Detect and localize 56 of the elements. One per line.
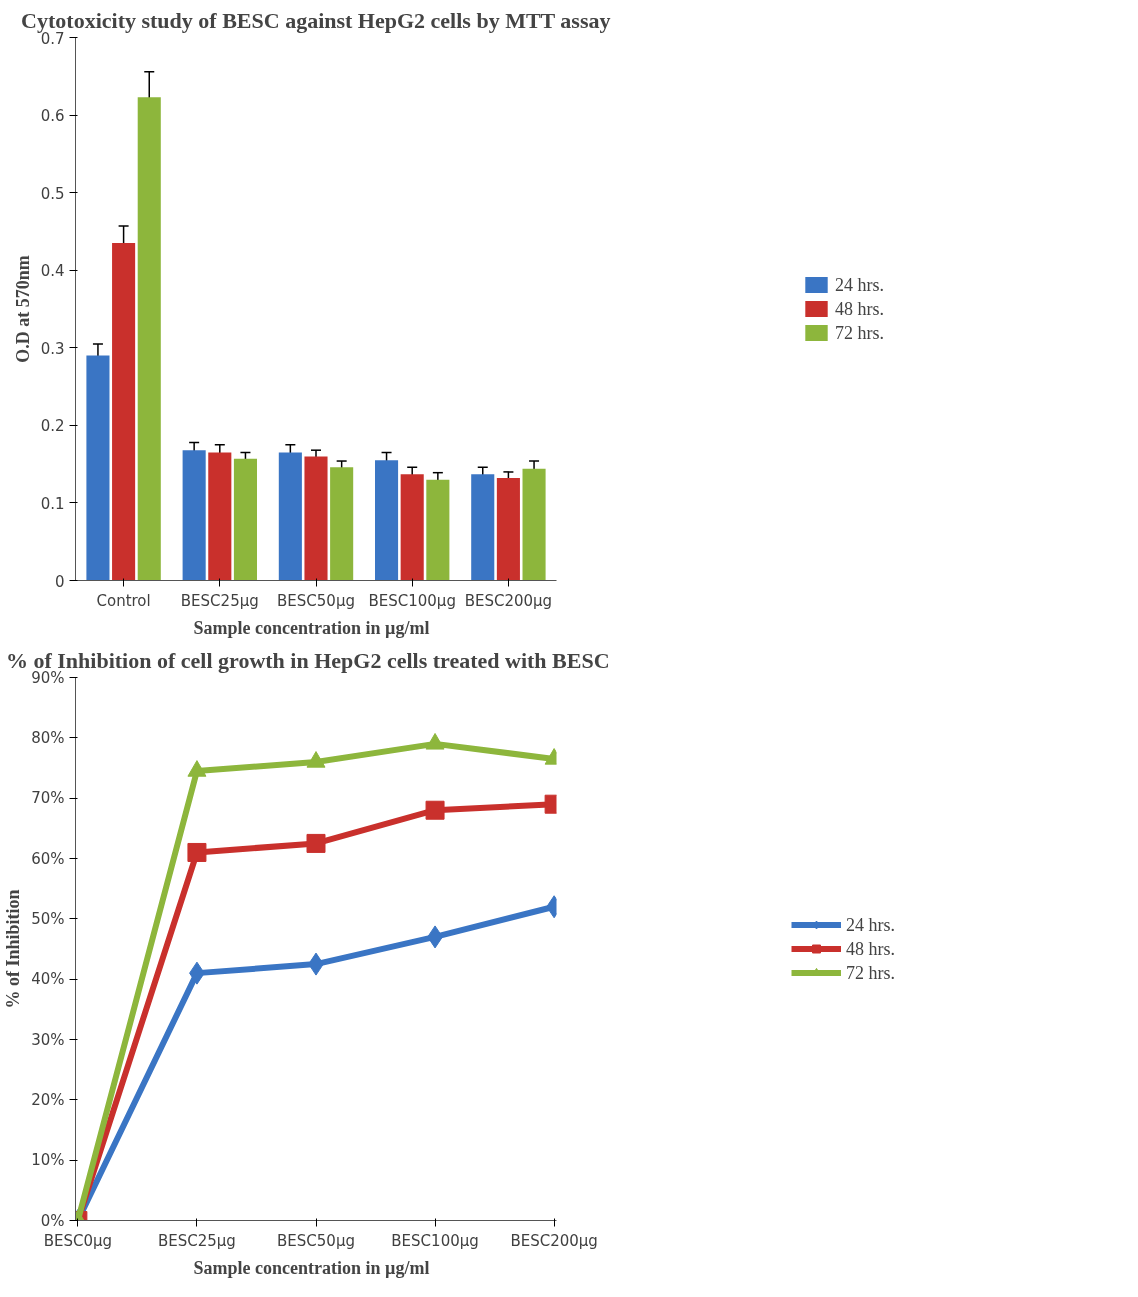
y-tick-label: 60% — [31, 849, 65, 868]
bar — [86, 355, 110, 581]
point — [425, 800, 445, 820]
x-tick-label: BESC100µg — [368, 591, 456, 610]
point — [306, 833, 326, 853]
y-tick-label: 0.3 — [40, 339, 65, 358]
legend-label: 24 hrs. — [835, 274, 884, 295]
x-tick-label: BESC200µg — [464, 591, 553, 610]
legend-label: 24 hrs. — [846, 914, 895, 935]
y-tick-label: 80% — [31, 728, 65, 747]
legend-label: 48 hrs. — [835, 298, 884, 319]
y-tick-label: 0% — [40, 1211, 65, 1230]
y-axis-title: % of Inhibition — [3, 889, 24, 1009]
x-tick-label: BESC0µg — [43, 1231, 113, 1250]
bar — [233, 458, 257, 581]
x-axis-title: Sample concentration in µg/ml — [193, 617, 430, 638]
y-tick-label: 0 — [54, 572, 65, 591]
y-tick-label: 0.5 — [40, 184, 65, 203]
bar — [182, 450, 206, 581]
y-tick-label: 0.4 — [40, 262, 65, 281]
y-tick-label: 40% — [31, 970, 65, 989]
y-tick-label: 0.1 — [40, 494, 65, 513]
bar — [400, 474, 424, 581]
x-axis-title: Sample concentration in µg/ml — [193, 1257, 430, 1278]
y-tick-label: 50% — [31, 909, 65, 928]
bar — [496, 478, 520, 581]
y-tick-label: 30% — [31, 1030, 65, 1049]
bar — [426, 479, 450, 581]
x-tick-label: BESC50µg — [277, 1231, 355, 1250]
x-tick-label: BESC25µg — [157, 1231, 236, 1250]
bar — [137, 97, 161, 581]
bar — [522, 468, 546, 581]
bar — [112, 243, 136, 581]
y-tick-label: 0.2 — [40, 417, 65, 436]
y-tick-label: 20% — [31, 1090, 65, 1109]
bar — [330, 467, 354, 581]
y-tick-label: 70% — [31, 789, 65, 808]
x-tick-label: BESC25µg — [180, 591, 259, 610]
x-tick-label: BESC100µg — [391, 1231, 479, 1250]
bar — [208, 452, 232, 581]
y-axis-title: O.D at 570nm — [12, 255, 33, 363]
bar — [471, 474, 495, 581]
y-tick-label: 90% — [31, 668, 65, 687]
legend-label: 72 hrs. — [835, 322, 884, 343]
y-tick-label: 0.6 — [40, 107, 65, 126]
x-tick-label: BESC50µg — [277, 591, 355, 610]
x-tick-label: Control — [96, 591, 151, 610]
y-tick-label: 10% — [31, 1151, 65, 1170]
chart-title: Cytotoxicity study of BESC against HepG2 cells by MTT assay — [21, 7, 611, 33]
bar — [375, 460, 399, 581]
legend-label: 72 hrs. — [846, 962, 895, 983]
bar — [278, 452, 302, 581]
x-tick-label: BESC200µg — [510, 1231, 598, 1250]
point — [187, 842, 207, 862]
bar — [304, 456, 328, 581]
legend-label: 48 hrs. — [846, 938, 895, 959]
